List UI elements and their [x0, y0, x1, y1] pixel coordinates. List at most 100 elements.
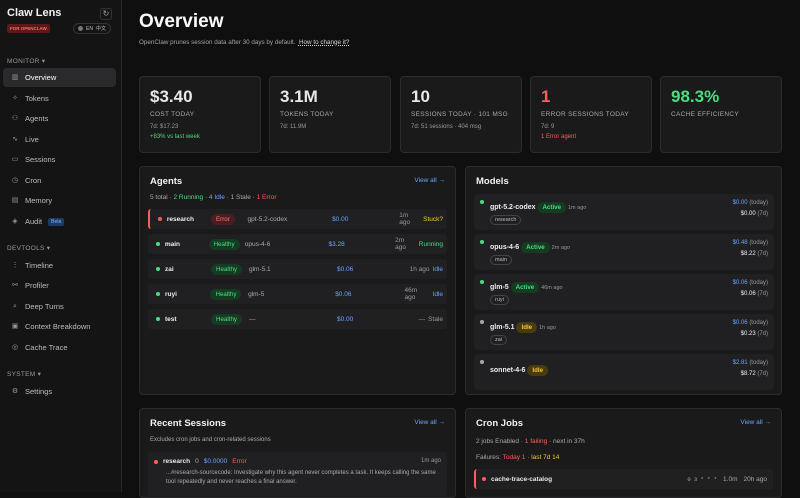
model-agent-tag[interactable]: main	[490, 255, 512, 265]
sidebar-item-context-breakdown[interactable]: ▣ Context Breakdown	[3, 317, 116, 336]
stat-trend: +83% vs last week	[150, 134, 200, 140]
cost-period: (7d)	[757, 211, 768, 217]
recent-sessions-panel: Recent Sessions View all → Excludes cron…	[139, 408, 456, 498]
sidebar-item-settings[interactable]: ⚙ Settings	[3, 382, 116, 401]
stat-label: TOKENS TODAY	[280, 111, 334, 118]
session-header: research 0 $0.0000 Error	[154, 458, 247, 465]
sidebar-item-cache-trace[interactable]: ◎ Cache Trace	[3, 338, 116, 357]
model-row[interactable]: opus-4-6 Active 2m ago main $0.48 (today) $…	[474, 234, 774, 270]
help-link[interactable]: How to change it?	[298, 39, 350, 46]
status-dot	[480, 360, 484, 364]
sidebar-item-label: Cache Trace	[25, 343, 68, 352]
agent-last-active: 1h ago	[409, 265, 430, 273]
agent-name: zai	[165, 265, 174, 273]
sidebar-item-audit[interactable]: ◈ Audit Beta	[3, 212, 116, 231]
models-panel: Models gpt-5.2-codex Active 1m ago resear…	[465, 166, 782, 395]
model-cost-week-line: $8.72 (7d)	[741, 371, 768, 377]
model-name-line: glm-5.1 Idle 1h ago	[490, 322, 556, 333]
summary-error: 1 Error	[256, 194, 277, 201]
sidebar-item-profiler[interactable]: ⚯ Profiler	[3, 276, 116, 295]
agent-name: research	[166, 215, 194, 223]
stat-sub: 7d: $17.23	[150, 124, 179, 130]
health-badge: Healthy	[211, 263, 242, 275]
agent-health-cell: Error	[211, 213, 248, 225]
sidebar-item-sessions[interactable]: ▭ Sessions	[3, 150, 116, 169]
sidebar-item-live[interactable]: ∿ Live	[3, 130, 116, 149]
sparkle-icon: ✧	[12, 94, 18, 102]
model-row[interactable]: sonnet-4-6 Idle $2.81 (today) $8.72 (7d)	[474, 354, 774, 390]
book-icon: ▤	[11, 196, 19, 204]
model-cost-week-line: $8.22 (7d)	[741, 251, 768, 257]
session-row[interactable]: research 0 $0.0000 Error 1m ago ...#researc…	[148, 452, 447, 496]
cron-duration: 1.0m	[723, 475, 738, 483]
lang-zh[interactable]: 中文	[95, 26, 106, 32]
agent-cost: $0.06	[335, 290, 352, 298]
lang-en[interactable]: EN	[86, 25, 93, 32]
model-status-badge: Active	[510, 282, 540, 293]
agent-row-test[interactable]: test Healthy — $0.00 — Stale	[148, 309, 447, 329]
agents-panel: Agents View all → 5 total · 2 Running · …	[139, 166, 456, 395]
sidebar-item-timeline[interactable]: ⋮ Timeline	[3, 256, 116, 275]
sidebar-item-tokens[interactable]: ✧ Tokens	[3, 89, 116, 108]
agent-state: Idle	[432, 290, 443, 298]
model-row[interactable]: gpt-5.2-codex Active 1m ago research $0.00…	[474, 194, 774, 230]
session-status: Error	[232, 458, 247, 465]
sidebar-item-label: Agents	[25, 114, 49, 123]
agent-row-research[interactable]: research Error gpt-5.2-codex $0.00 1m ag…	[148, 209, 447, 229]
sidebar-item-label: Audit	[25, 217, 43, 226]
sidebar-item-agents[interactable]: ⚇ Agents	[3, 109, 116, 128]
stat-card-cache[interactable]: 98.3% CACHE EFFICIENCY	[660, 76, 782, 153]
cron-view-all[interactable]: View all →	[740, 419, 771, 426]
sidebar-item-label: Memory	[25, 196, 53, 205]
agent-state: Stuck?	[423, 215, 443, 223]
section-devtools[interactable]: DEVTOOLS ▾	[7, 245, 51, 252]
page-subtitle: OpenClaw prunes session data after 30 da…	[139, 39, 349, 46]
brand-badge: FOR OPENCLAW	[7, 24, 50, 33]
model-cost-today-line: $0.48 (today)	[733, 240, 768, 246]
gear-icon: ⚙	[11, 387, 19, 395]
recent-view-all[interactable]: View all →	[414, 419, 445, 426]
cron-row[interactable]: cache-trace-catalog 0 3 * * * 1.0m 20h a…	[474, 469, 773, 489]
agent-row-zai[interactable]: zai Healthy glm-5.1 $0.06 1h ago Idle	[148, 259, 447, 279]
cost-period: (7d)	[757, 371, 768, 377]
model-row[interactable]: glm-5 Active 46m ago ruyi $0.06 (today) $0.…	[474, 274, 774, 310]
stat-card-cost[interactable]: $3.40 COST TODAY 7d: $17.23 +83% vs last…	[139, 76, 261, 153]
cost-period: (today)	[749, 200, 768, 206]
stat-card-sessions[interactable]: 10 SESSIONS TODAY · 101 MSG 7d: 51 sessi…	[400, 76, 522, 153]
status-dot	[480, 200, 484, 204]
stat-card-tokens[interactable]: 3.1M TOKENS TODAY 7d: 11.9M	[269, 76, 391, 153]
agent-row-main[interactable]: main Healthy opus-4-6 $3.28 2m ago Runnin…	[148, 234, 447, 254]
cost-period: (today)	[749, 280, 768, 286]
model-status-badge: Active	[537, 202, 567, 213]
section-monitor[interactable]: MONITOR ▾	[7, 58, 46, 65]
model-ago: 1h ago	[539, 325, 556, 331]
recent-title: Recent Sessions	[150, 418, 227, 429]
stat-value: 1	[541, 87, 551, 106]
sidebar: Claw Lens ↻ FOR OPENCLAW EN 中文 MONITOR ▾ …	[0, 0, 122, 492]
model-row[interactable]: glm-5.1 Idle 1h ago zai $0.06 (today) $0.23…	[474, 314, 774, 350]
model-agent-tag[interactable]: ruyi	[490, 295, 509, 305]
agents-view-all[interactable]: View all →	[414, 177, 445, 184]
sidebar-item-deep-turns[interactable]: ⌕ Deep Turns	[3, 297, 116, 316]
model-name-line: gpt-5.2-codex Active 1m ago	[490, 202, 586, 213]
agent-name: test	[165, 315, 177, 323]
refresh-icon[interactable]: ↻	[100, 8, 112, 20]
cron-job-name: cache-trace-catalog	[491, 475, 553, 483]
sidebar-item-overview[interactable]: ▥ Overview	[3, 68, 116, 87]
shield-icon: ◈	[12, 217, 18, 225]
section-system[interactable]: SYSTEM ▾	[7, 371, 42, 378]
sidebar-item-cron[interactable]: ◷ Cron	[3, 171, 116, 190]
bar-chart-icon: ▥	[11, 73, 19, 81]
status-dot	[480, 320, 484, 324]
page-title: Overview	[139, 11, 224, 32]
stat-card-errors[interactable]: 1 ERROR SESSIONS TODAY 7d: 9 1 Error age…	[530, 76, 652, 153]
model-agent-tag[interactable]: zai	[490, 335, 508, 345]
agent-row-ruyi[interactable]: ruyi Healthy glm-5 $0.06 46m ago Idle	[148, 284, 447, 304]
model-agent-tag[interactable]: research	[490, 215, 522, 225]
language-toggle[interactable]: EN 中文	[73, 23, 111, 34]
model-cost-week: $0.23	[740, 331, 756, 337]
session-preview: ...#research-sourcecode: Investigate why…	[166, 470, 436, 485]
stat-value: 3.1M	[280, 87, 318, 106]
stat-value: $3.40	[150, 87, 193, 106]
sidebar-item-memory[interactable]: ▤ Memory	[3, 191, 116, 210]
